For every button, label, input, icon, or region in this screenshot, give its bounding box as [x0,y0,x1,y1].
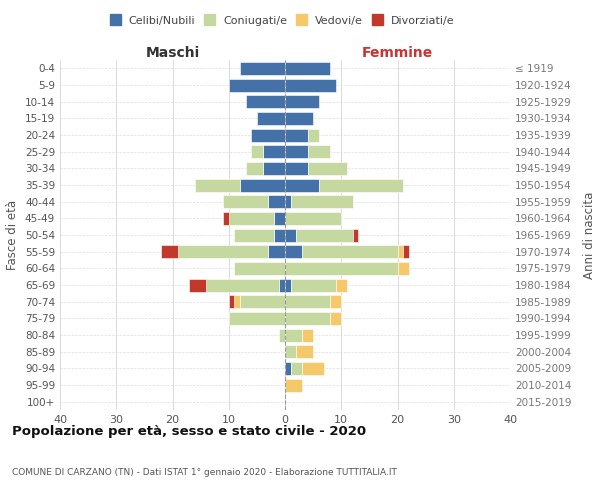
Bar [335,278,347,291]
Bar [229,212,274,225]
Bar [178,245,268,258]
Bar [274,212,285,225]
Bar [330,312,341,325]
Bar [223,212,229,225]
Bar [285,162,308,175]
Bar [285,212,341,225]
Bar [353,228,358,241]
Bar [285,295,330,308]
Bar [285,378,302,392]
Bar [290,278,335,291]
Bar [245,162,263,175]
Bar [319,178,403,192]
Legend: Celibi/Nubili, Coniugati/e, Vedovi/e, Divorziati/e: Celibi/Nubili, Coniugati/e, Vedovi/e, Di… [106,10,458,30]
Y-axis label: Fasce di età: Fasce di età [7,200,19,270]
Bar [285,145,308,158]
Bar [285,312,330,325]
Text: Popolazione per età, sesso e stato civile - 2020: Popolazione per età, sesso e stato civil… [12,425,366,438]
Bar [285,362,290,375]
Bar [240,62,285,75]
Bar [308,128,319,141]
Bar [285,278,290,291]
Bar [285,112,313,125]
Bar [251,145,263,158]
Bar [229,295,235,308]
Bar [229,78,285,92]
Bar [268,245,285,258]
Text: COMUNE DI CARZANO (TN) - Dati ISTAT 1° gennaio 2020 - Elaborazione TUTTITALIA.IT: COMUNE DI CARZANO (TN) - Dati ISTAT 1° g… [12,468,397,477]
Bar [296,228,353,241]
Text: Femmine: Femmine [362,46,433,60]
Bar [245,95,285,108]
Bar [274,228,285,241]
Bar [280,328,285,342]
Bar [223,195,268,208]
Bar [235,228,274,241]
Bar [235,295,240,308]
Bar [161,245,178,258]
Bar [240,295,285,308]
Bar [251,128,285,141]
Bar [302,328,313,342]
Bar [240,178,285,192]
Bar [302,362,325,375]
Bar [285,95,319,108]
Bar [195,178,240,192]
Bar [285,328,302,342]
Bar [285,178,319,192]
Bar [290,195,353,208]
Bar [263,145,285,158]
Bar [285,128,308,141]
Bar [308,145,330,158]
Bar [285,195,290,208]
Bar [398,262,409,275]
Bar [257,112,285,125]
Text: Maschi: Maschi [145,46,200,60]
Bar [285,228,296,241]
Bar [290,362,302,375]
Bar [285,262,398,275]
Bar [285,62,330,75]
Bar [330,295,341,308]
Bar [235,262,285,275]
Bar [398,245,403,258]
Bar [308,162,347,175]
Bar [285,345,296,358]
Bar [190,278,206,291]
Bar [302,245,398,258]
Bar [403,245,409,258]
Bar [268,195,285,208]
Y-axis label: Anni di nascita: Anni di nascita [583,192,596,278]
Bar [285,78,335,92]
Bar [229,312,285,325]
Bar [296,345,313,358]
Bar [285,245,302,258]
Bar [263,162,285,175]
Bar [280,278,285,291]
Bar [206,278,280,291]
